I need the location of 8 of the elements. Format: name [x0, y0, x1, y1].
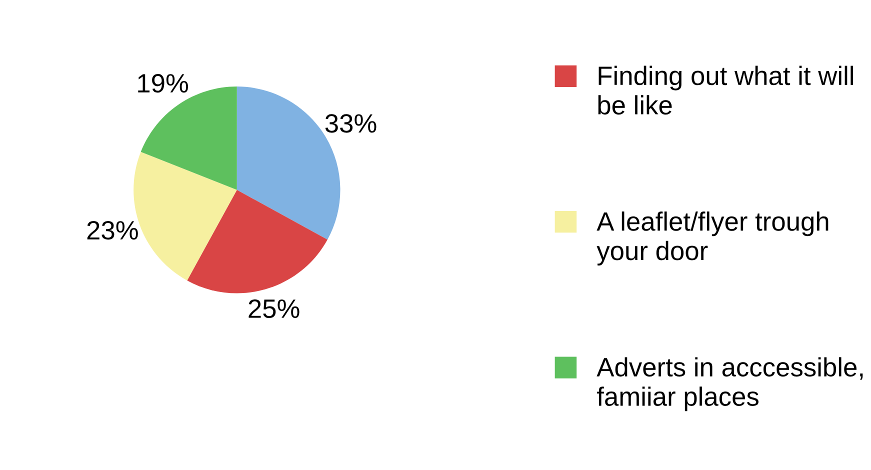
legend-label: A leaflet/flyer trough your door [596, 212, 828, 266]
data-label: 19% [138, 74, 188, 93]
data-label: 23% [87, 220, 138, 240]
legend-label: Finding out what it will be like [598, 66, 854, 115]
pie-slice [187, 190, 328, 294]
data-label: 25% [248, 299, 300, 318]
legend-label: Adverts in acccessible, famiiar places [596, 357, 863, 412]
data-label: 33% [325, 114, 376, 133]
